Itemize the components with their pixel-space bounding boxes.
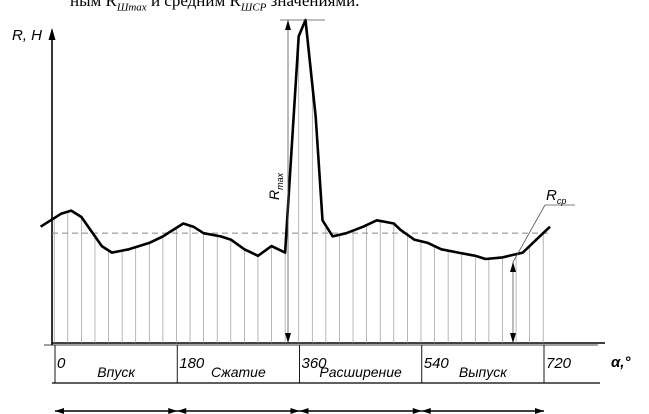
force-curve [39,18,551,261]
phase-arrow [299,408,309,414]
phase-arrow [535,408,544,414]
x-tick-label: 180 [179,355,205,372]
x-ticks: 0 180 360 540 720 [54,345,572,383]
ravg-arrow-top [510,262,516,272]
x-tick-label: 0 [57,355,66,372]
phase-label: Сжатие [211,364,266,380]
phase-arrow [168,408,178,414]
ravg-leader [512,204,546,263]
y-axis-label: R, H [12,27,42,44]
y-axis-arrow [48,28,56,40]
ravg-label: Rср [546,187,566,206]
phase-arrow [55,408,64,414]
header-text: ным RШmax и средним RШСР значениями. [70,0,360,14]
rmax-label: Rmax [266,172,285,200]
x-tick-label: 360 [302,355,328,372]
phase-label: Впуск [97,364,136,380]
x-axis-label: α,° [611,354,631,371]
phase-arrow [290,408,300,414]
x-tick-label: 720 [546,355,572,372]
ravg-arrow-bottom [510,333,516,343]
rmax-arrow-bottom [285,333,291,343]
curve-hatching [53,36,544,343]
phase-arrow [177,408,187,414]
phase-arrow [412,408,422,414]
x-tick-label: 540 [424,355,450,372]
phase-label: Расширение [319,364,402,380]
phase-arrow [421,408,431,414]
phase-labels: Впуск Сжатие Расширение Выпуск [55,364,544,414]
rmax-arrow-top [285,20,291,30]
phase-label: Выпуск [459,364,508,380]
